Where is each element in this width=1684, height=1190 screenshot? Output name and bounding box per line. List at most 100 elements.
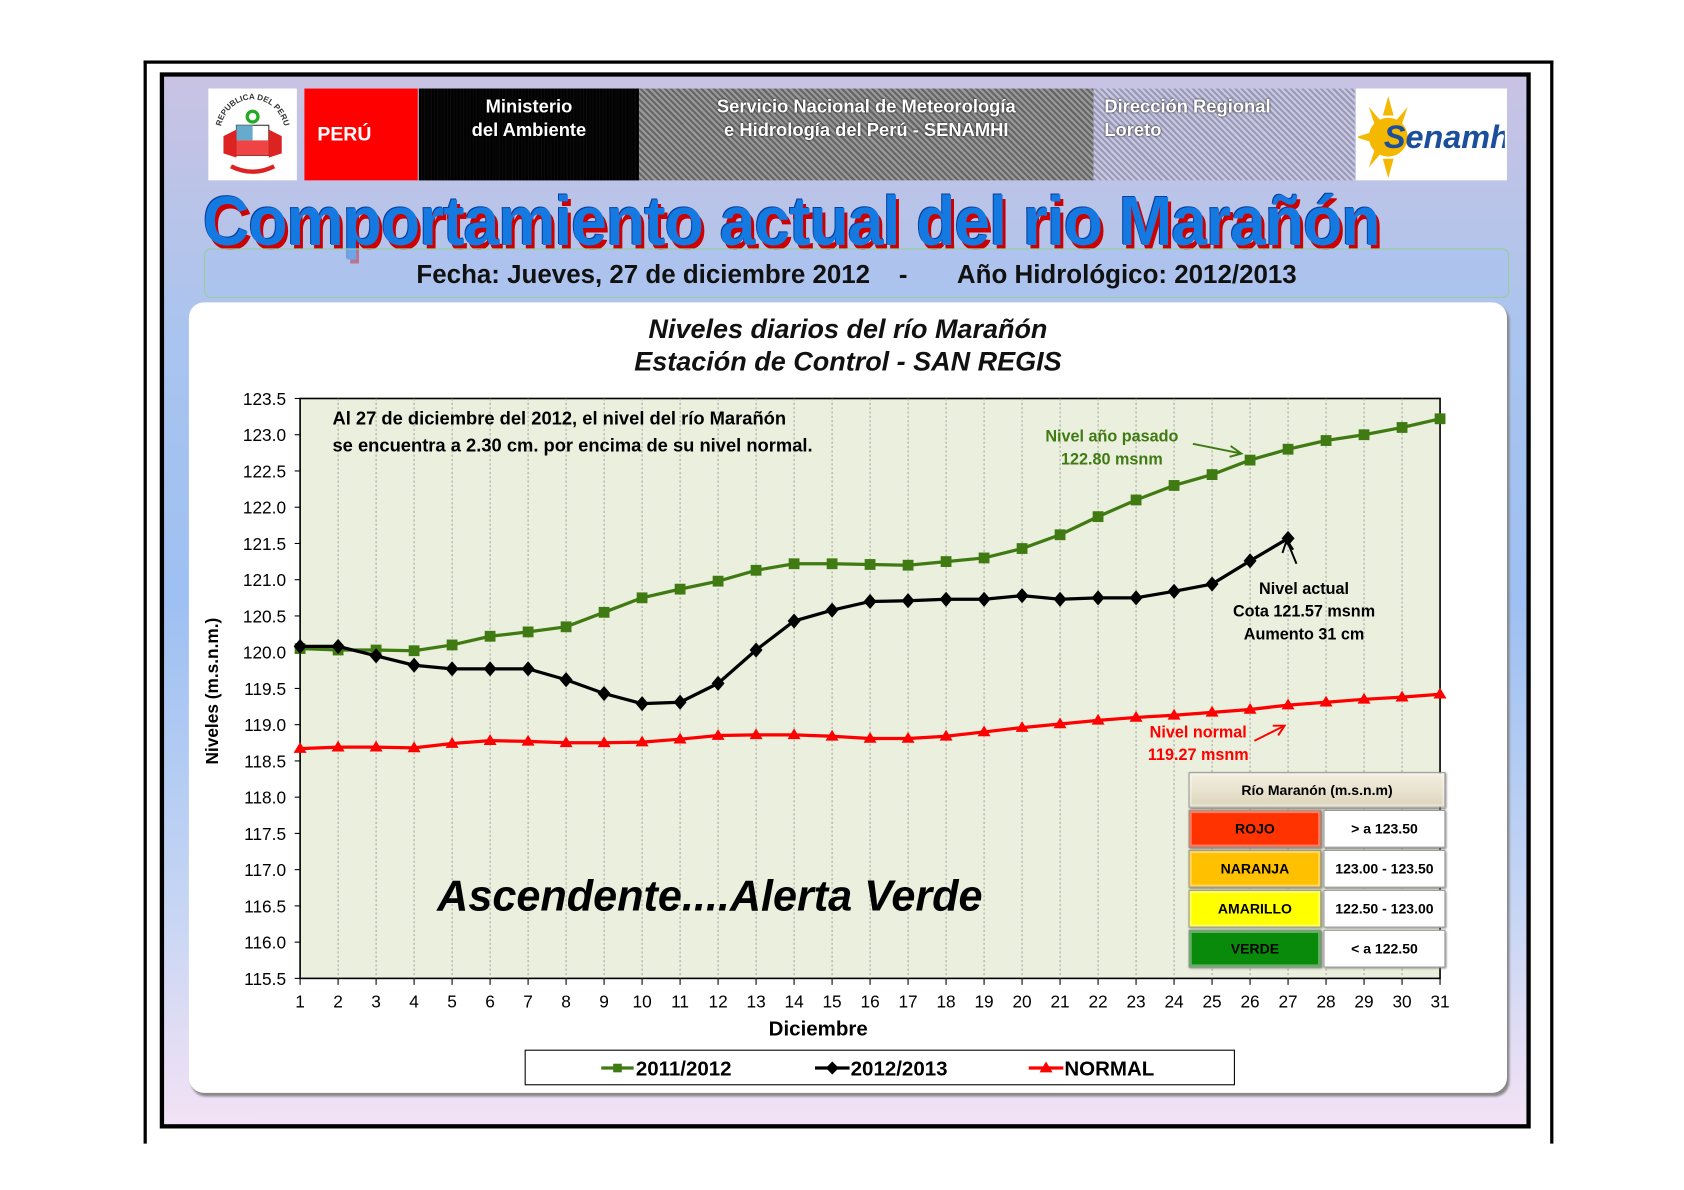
x-tick-label: 16: [860, 992, 879, 1012]
legend-item-2012-2013: 2012/2013: [815, 1058, 948, 1081]
x-tick-label: 3: [371, 992, 381, 1012]
alert-range: < a 122.50: [1323, 929, 1446, 968]
y-tick-label: 123.0: [243, 425, 286, 445]
data-point: [1130, 494, 1142, 506]
summary-line-2: se encuentra a 2.30 cm. por encima de su…: [332, 434, 812, 455]
x-tick-label: 24: [1164, 992, 1184, 1012]
data-point: [445, 661, 459, 677]
x-tick-label: 5: [447, 992, 457, 1012]
alert-level-rojo: ROJO: [1188, 809, 1322, 848]
data-point: [1433, 687, 1447, 699]
data-point: [1282, 443, 1294, 455]
y-tick-label: 117.0: [244, 860, 286, 880]
y-tick-label: 117.5: [244, 824, 286, 844]
last-year-value: 122.80 msnm: [1061, 450, 1163, 468]
data-point: [787, 613, 801, 629]
data-point: [369, 648, 383, 664]
main-title: Comportamiento actual del rio Marañón: [202, 182, 1381, 261]
chart-subtitle: Estación de Control - SAN REGIS: [634, 346, 1062, 377]
normal-label: Nivel normal: [1150, 724, 1247, 742]
data-point: [711, 729, 725, 740]
alert-range: > a 123.50: [1323, 809, 1446, 848]
data-point: [331, 638, 345, 654]
x-tick-label: 15: [822, 992, 841, 1012]
data-point: [559, 736, 573, 748]
y-tick-label: 120.5: [243, 606, 286, 626]
data-point: [902, 559, 914, 571]
data-point: [1320, 435, 1332, 446]
data-point: [901, 593, 915, 609]
data-point: [1053, 591, 1067, 607]
data-point: [331, 740, 345, 752]
x-tick-label: 20: [1012, 992, 1031, 1012]
series-normal: [293, 687, 1447, 753]
data-point: [825, 729, 839, 741]
alert-level-verde: VERDE: [1188, 929, 1322, 968]
data-point: [560, 621, 572, 633]
x-tick-label: 19: [974, 992, 993, 1012]
x-tick-label: 27: [1278, 992, 1297, 1012]
data-point: [940, 556, 952, 567]
x-axis-title: Diciembre: [769, 1018, 868, 1041]
data-point: [1167, 708, 1181, 720]
current-increase: Aumento 31 cm: [1244, 625, 1365, 643]
x-tick-label: 1: [295, 992, 305, 1012]
legend-item-2011-2012: 2011/2012: [601, 1058, 732, 1081]
ministry-line-1: Ministerio: [485, 96, 573, 117]
data-point: [484, 630, 496, 642]
x-tick-label: 18: [936, 992, 955, 1012]
alert-status-text: Ascendente....Alerta Verde: [436, 872, 982, 920]
alert-range: 122.50 - 123.00: [1323, 889, 1446, 928]
alert-table-header: Río Maranón (m.s.n.m): [1188, 772, 1446, 808]
y-tick-label: 116.0: [244, 933, 286, 953]
data-point: [522, 626, 534, 638]
direction-line-1: Dirección Regional: [1104, 96, 1271, 117]
current-label: Nivel actual: [1259, 580, 1349, 598]
data-point: [1357, 692, 1371, 704]
date-separator: -: [898, 260, 908, 290]
y-tick-label: 116.5: [244, 896, 286, 916]
data-point: [1168, 480, 1180, 491]
data-point: [559, 672, 573, 688]
x-tick-label: 12: [708, 992, 727, 1012]
x-tick-label: 8: [561, 992, 571, 1012]
legend-label: 2011/2012: [636, 1058, 732, 1081]
data-point: [864, 559, 876, 570]
hydrological-year-text: Año Hidrológico: 2012/2013: [956, 260, 1297, 290]
data-point: [1243, 553, 1257, 569]
data-point: [407, 741, 421, 753]
summary-line-1: Al 27 de diciembre del 2012, el nivel de…: [332, 407, 786, 428]
y-tick-label: 118.0: [244, 788, 286, 808]
data-point: [445, 737, 459, 748]
data-point: [483, 734, 497, 745]
x-tick-label: 30: [1392, 992, 1411, 1012]
ministry-label: Ministerio del Ambiente: [418, 89, 640, 181]
data-point: [825, 602, 839, 618]
data-point: [1358, 429, 1370, 441]
y-axis-title: Niveles (m.s.n.m.): [202, 618, 222, 765]
data-point: [521, 661, 535, 677]
direction-line-2: Loreto: [1104, 119, 1162, 141]
data-point: [787, 728, 801, 740]
x-tick-label: 11: [671, 992, 689, 1012]
data-point: [1243, 702, 1257, 714]
current-value: Cota 121.57 msnm: [1233, 603, 1375, 621]
data-point: [977, 591, 991, 607]
data-point: [977, 725, 991, 737]
x-tick-label: 14: [784, 992, 804, 1012]
data-point: [1016, 543, 1028, 554]
data-point: [788, 558, 800, 570]
y-tick-label: 121.0: [243, 570, 286, 590]
data-point: [1129, 710, 1143, 722]
data-point: [901, 731, 915, 743]
normal-value: 119.27 msnm: [1148, 746, 1249, 764]
data-point: [1053, 717, 1067, 729]
data-point: [939, 591, 953, 607]
data-point: [407, 657, 421, 673]
data-point: [1281, 698, 1295, 710]
x-tick-label: 17: [898, 992, 917, 1012]
data-point: [1205, 705, 1219, 717]
data-point: [863, 593, 877, 610]
x-tick-label: 21: [1050, 992, 1069, 1012]
